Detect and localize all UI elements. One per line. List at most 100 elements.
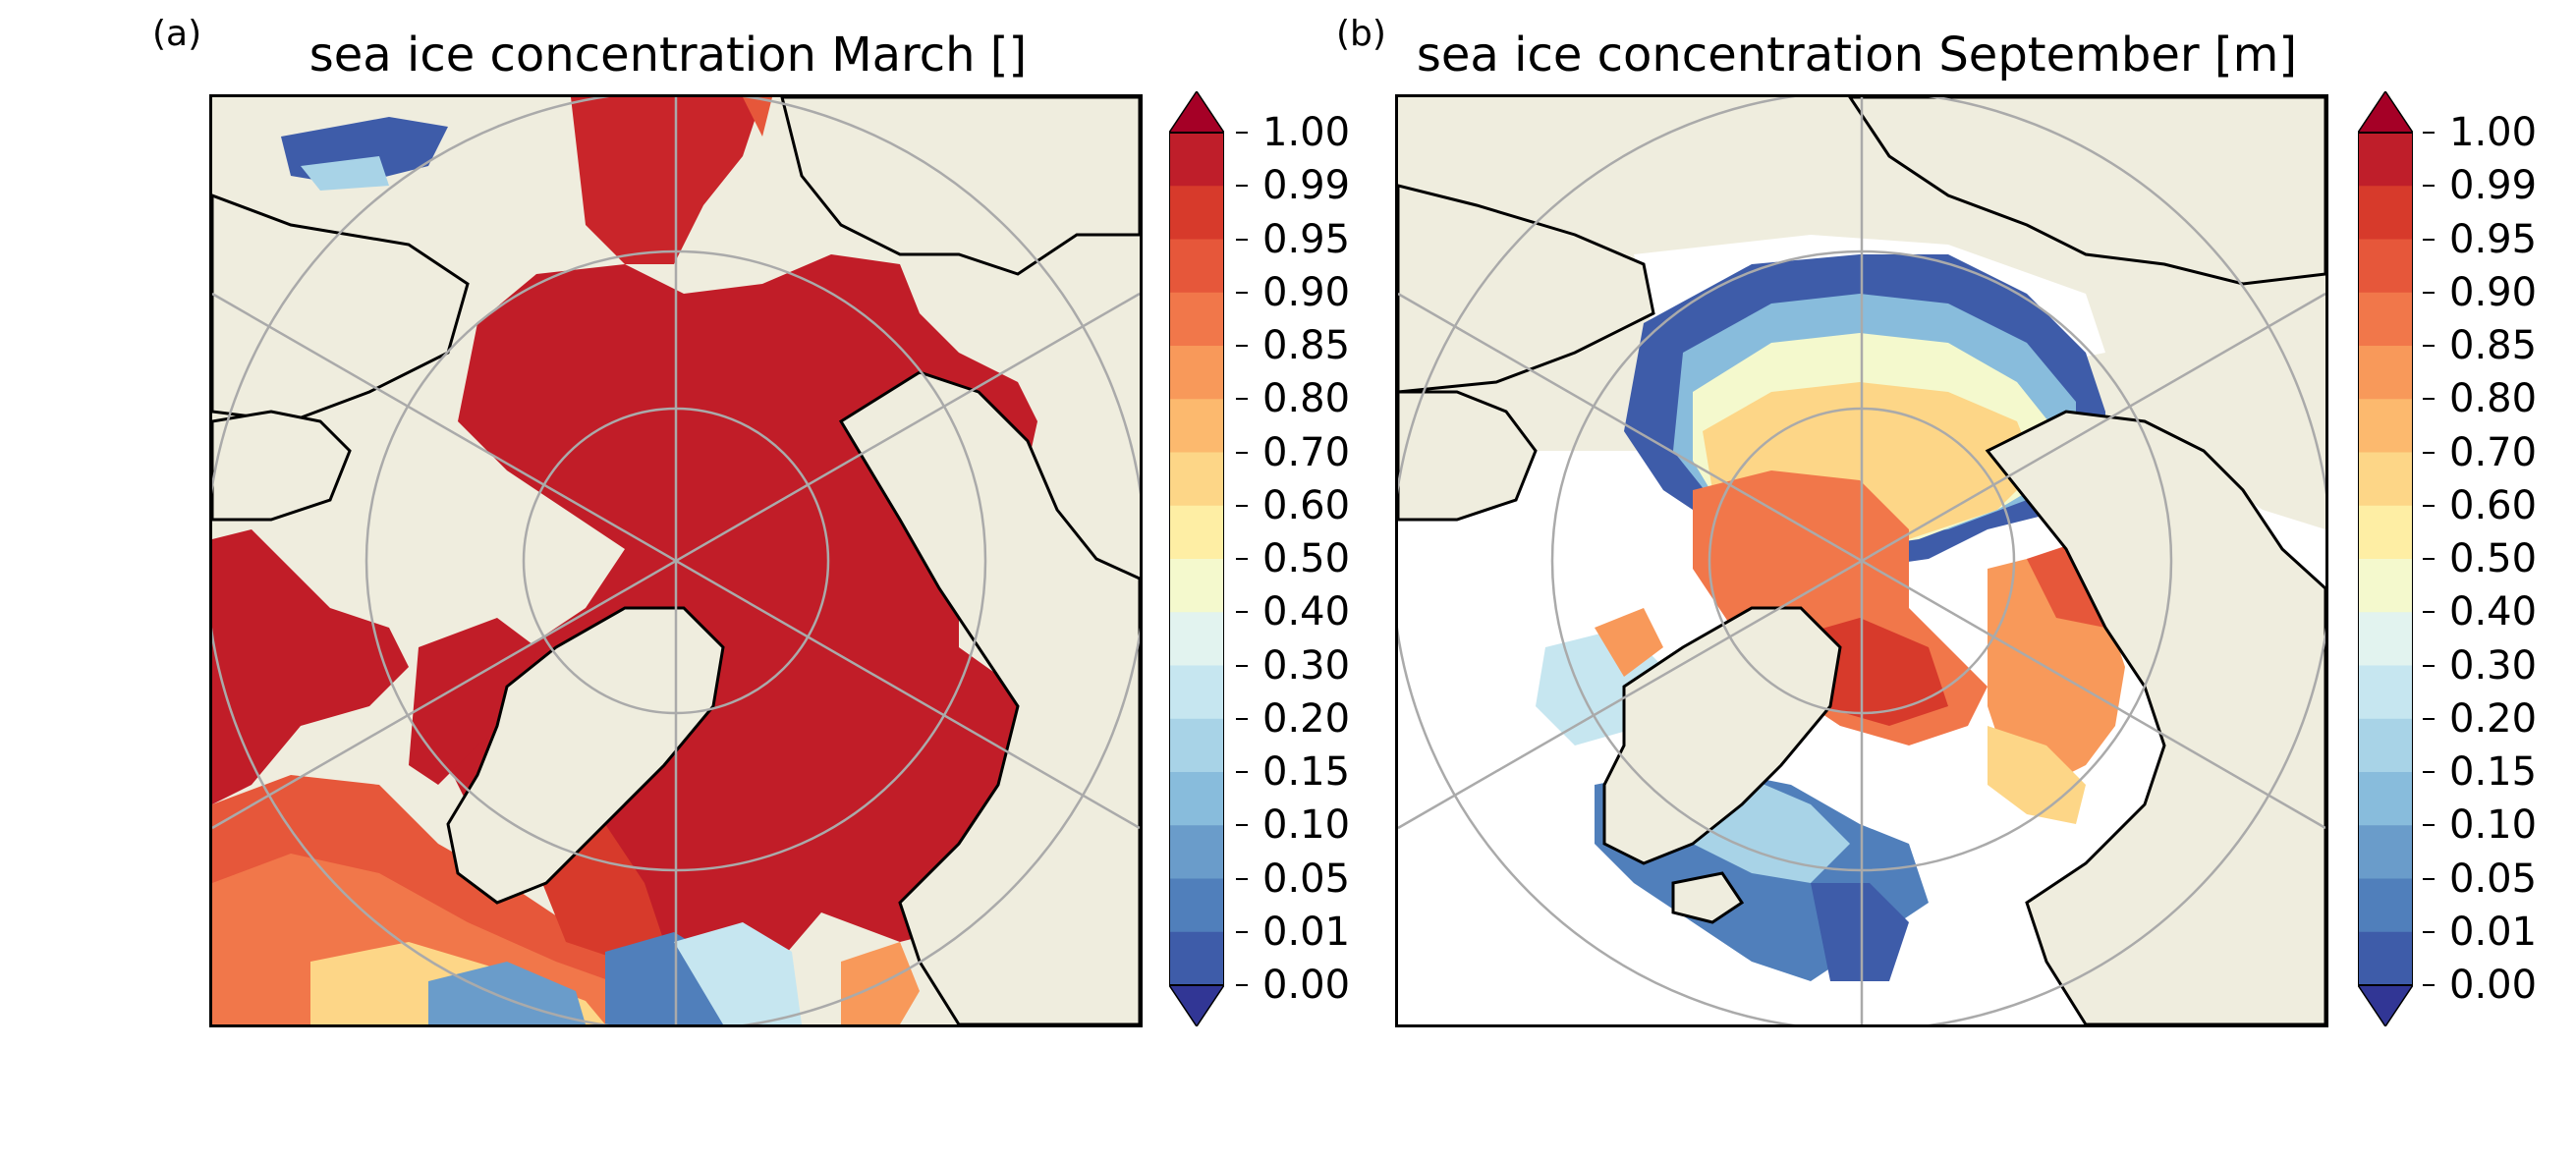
colorbar-segment [2358,825,2413,879]
panel-b-map[interactable] [1395,94,2328,1027]
colorbar-segment [2358,665,2413,720]
colorbar-segment [1169,133,1224,187]
colorbar-tick-label: 0.15 [1262,749,1351,795]
colorbar-tick-label: 0.60 [1262,482,1351,528]
colorbar-tick-mark [1236,132,1248,134]
land-siberia [212,193,470,423]
panel-b-letter: (b) [1336,14,1386,54]
panel-b-title: sea ice concentration September [m] [1416,28,2298,83]
colorbar-tick-label: 0.40 [1262,589,1351,635]
colorbar-segment [2358,718,2413,773]
colorbar-tick-mark [2423,451,2435,454]
panel-a-colorbar-under-arrow [1167,984,1226,1028]
colorbar-tick-label: 0.00 [2449,963,2538,1008]
colorbar-tick-label: 0.30 [1262,642,1351,689]
colorbar-tick-label: 0.05 [2449,856,2538,902]
panel-a-map-canvas [212,97,1140,1024]
colorbar-segment [1169,612,1224,666]
colorbar-tick-mark [2423,717,2435,720]
colorbar-tick-label: 0.95 [1262,216,1351,262]
colorbar-tick-label: 1.00 [2449,110,2538,155]
colorbar-tick-mark [1236,238,1248,241]
colorbar-segment [1169,346,1224,400]
colorbar-segment [2358,186,2413,240]
colorbar-segment [2358,133,2413,187]
colorbar-tick-mark [2423,398,2435,401]
colorbar-tick-mark [1236,771,1248,773]
colorbar-tick-mark [2423,824,2435,827]
land-siberia [1398,184,1655,394]
colorbar-tick-label: 0.15 [2449,749,2538,795]
colorbar-tick-mark [1236,345,1248,347]
colorbar-tick-label: 0.50 [1262,536,1351,581]
colorbar-tick-label: 0.95 [2449,216,2538,262]
colorbar-tick-mark [1236,984,1248,986]
colorbar-tick-label: 0.10 [2449,802,2538,849]
ice-pacific-spot [743,97,772,137]
ice-bering-red [212,529,409,804]
land-scandinavia [1398,390,1538,522]
colorbar-segment [2358,612,2413,666]
colorbar-tick-mark [2423,185,2435,188]
colorbar-segment [2358,931,2413,986]
panel-b-colorbar-under-arrow [2356,984,2415,1028]
ice-labrador-blue [428,962,586,1024]
colorbar-tick-mark [2423,345,2435,347]
land-canada [1985,410,2325,1024]
colorbar-tick-mark [1236,185,1248,188]
ice-pacific-north [571,97,762,264]
colorbar-segment [1169,931,1224,986]
panel-a-colorbar [1167,89,1226,1028]
panel-b-colorbar-segments [2358,133,2413,986]
colorbar-tick-label: 0.80 [2449,376,2538,422]
ice-greenland-sea-pale [674,922,802,1024]
colorbar-segment [2358,292,2413,347]
colorbar-tick-label: 0.05 [1262,856,1351,902]
panel-a-map[interactable] [209,94,1143,1027]
colorbar-tick-label: 0.40 [2449,589,2538,635]
colorbar-segment [1169,452,1224,507]
colorbar-tick-mark [1236,930,1248,933]
colorbar-segment [1169,239,1224,294]
colorbar-tick-mark [1236,877,1248,880]
colorbar-tick-label: 0.10 [1262,802,1351,849]
panel-a-letter: (a) [152,14,202,54]
colorbar-segment [2358,559,2413,613]
colorbar-tick-mark [2423,558,2435,560]
ice-okhotsk-pale [301,156,389,191]
colorbar-tick-label: 0.80 [1262,376,1351,422]
colorbar-tick-label: 0.70 [2449,429,2538,475]
colorbar-tick-mark [1236,824,1248,827]
colorbar-tick-mark [2423,877,2435,880]
colorbar-tick-mark [2423,984,2435,986]
colorbar-tick-mark [2423,771,2435,773]
colorbar-segment [2358,399,2413,453]
colorbar-tick-mark [1236,291,1248,294]
land-greenland [446,606,725,905]
land-iceland [1671,871,1745,924]
land-scandinavia [212,410,352,522]
colorbar-segment [1169,718,1224,773]
colorbar-tick-label: 0.99 [1262,163,1351,209]
colorbar-tick-mark [2423,291,2435,294]
colorbar-segment [1169,825,1224,879]
colorbar-tick-mark [1236,717,1248,720]
colorbar-tick-label: 0.01 [2449,909,2538,955]
colorbar-segment [1169,399,1224,453]
colorbar-tick-label: 0.00 [1262,963,1351,1008]
colorbar-tick-label: 1.00 [1262,110,1351,155]
colorbar-tick-label: 0.85 [2449,323,2538,368]
colorbar-tick-mark [2423,132,2435,134]
colorbar-tick-label: 0.60 [2449,482,2538,528]
ice-atlantic-deep [1811,883,1909,981]
colorbar-tick-label: 0.20 [1262,695,1351,742]
colorbar-segment [2358,346,2413,400]
land-canada [838,370,1140,1024]
colorbar-tick-mark [1236,611,1248,614]
panel-a-colorbar-segments [1169,133,1224,986]
panel-a-colorbar-over-arrow [1167,89,1226,134]
colorbar-tick-label: 0.50 [2449,536,2538,581]
colorbar-tick-mark [2423,611,2435,614]
ice-canada-yellow [1988,726,2086,824]
colorbar-segment [1169,505,1224,560]
